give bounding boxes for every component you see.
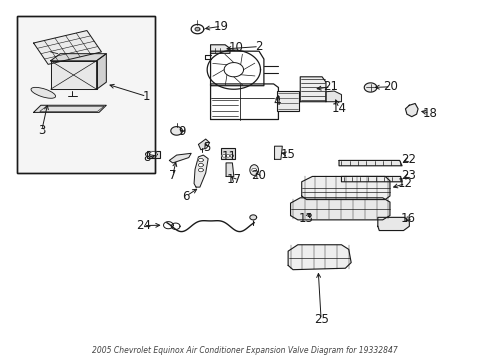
Text: 18: 18 — [422, 107, 436, 120]
Polygon shape — [170, 127, 182, 135]
Polygon shape — [325, 91, 341, 102]
Polygon shape — [300, 77, 325, 102]
Text: 15: 15 — [280, 148, 295, 161]
Text: 19: 19 — [213, 20, 228, 33]
Text: 1: 1 — [142, 90, 150, 103]
Text: 4: 4 — [273, 95, 281, 108]
Polygon shape — [198, 168, 203, 172]
Polygon shape — [225, 154, 229, 157]
Polygon shape — [195, 27, 200, 31]
Text: 23: 23 — [400, 169, 415, 182]
Polygon shape — [341, 176, 401, 182]
Polygon shape — [198, 158, 203, 162]
Polygon shape — [50, 61, 97, 89]
Text: 8: 8 — [142, 152, 150, 165]
Text: 7: 7 — [169, 169, 176, 182]
Polygon shape — [229, 154, 233, 157]
Text: 6: 6 — [182, 189, 190, 203]
Polygon shape — [34, 105, 106, 112]
Polygon shape — [290, 198, 389, 220]
Polygon shape — [198, 139, 209, 150]
Polygon shape — [222, 154, 225, 157]
Polygon shape — [194, 155, 208, 187]
Text: 9: 9 — [178, 126, 186, 139]
Polygon shape — [274, 146, 282, 159]
Polygon shape — [405, 103, 417, 117]
Polygon shape — [34, 31, 102, 64]
Bar — [146, 151, 160, 158]
Bar — [17, 16, 155, 173]
Text: 10: 10 — [228, 41, 243, 54]
Text: 16: 16 — [400, 212, 415, 225]
Text: 2005 Chevrolet Equinox Air Conditioner Expansion Valve Diagram for 19332847: 2005 Chevrolet Equinox Air Conditioner E… — [91, 346, 397, 355]
Text: 12: 12 — [397, 177, 412, 190]
Text: 20: 20 — [250, 169, 265, 182]
Text: 20: 20 — [383, 80, 398, 93]
Text: 24: 24 — [136, 219, 151, 232]
Polygon shape — [191, 24, 203, 34]
Polygon shape — [251, 168, 256, 172]
Text: 11: 11 — [221, 150, 236, 163]
Polygon shape — [97, 54, 106, 89]
Ellipse shape — [249, 165, 258, 175]
Text: 25: 25 — [313, 313, 328, 326]
Polygon shape — [301, 176, 389, 199]
Text: 13: 13 — [299, 212, 313, 225]
Text: 22: 22 — [400, 153, 415, 166]
Text: 3: 3 — [38, 124, 45, 137]
Bar — [221, 148, 234, 159]
Polygon shape — [377, 217, 408, 230]
Text: 2: 2 — [255, 40, 262, 53]
Text: 5: 5 — [203, 141, 210, 154]
Polygon shape — [364, 83, 376, 92]
Polygon shape — [338, 161, 401, 166]
Polygon shape — [225, 163, 233, 176]
Text: 17: 17 — [226, 173, 241, 186]
Polygon shape — [198, 163, 203, 167]
Polygon shape — [287, 245, 350, 270]
Polygon shape — [169, 153, 191, 163]
Text: 21: 21 — [323, 80, 338, 93]
Polygon shape — [210, 45, 229, 53]
Bar — [277, 91, 299, 111]
Polygon shape — [249, 215, 256, 220]
Polygon shape — [50, 54, 106, 61]
Ellipse shape — [31, 87, 56, 98]
Polygon shape — [149, 152, 157, 157]
Text: 14: 14 — [331, 102, 346, 114]
Bar — [17, 16, 155, 173]
